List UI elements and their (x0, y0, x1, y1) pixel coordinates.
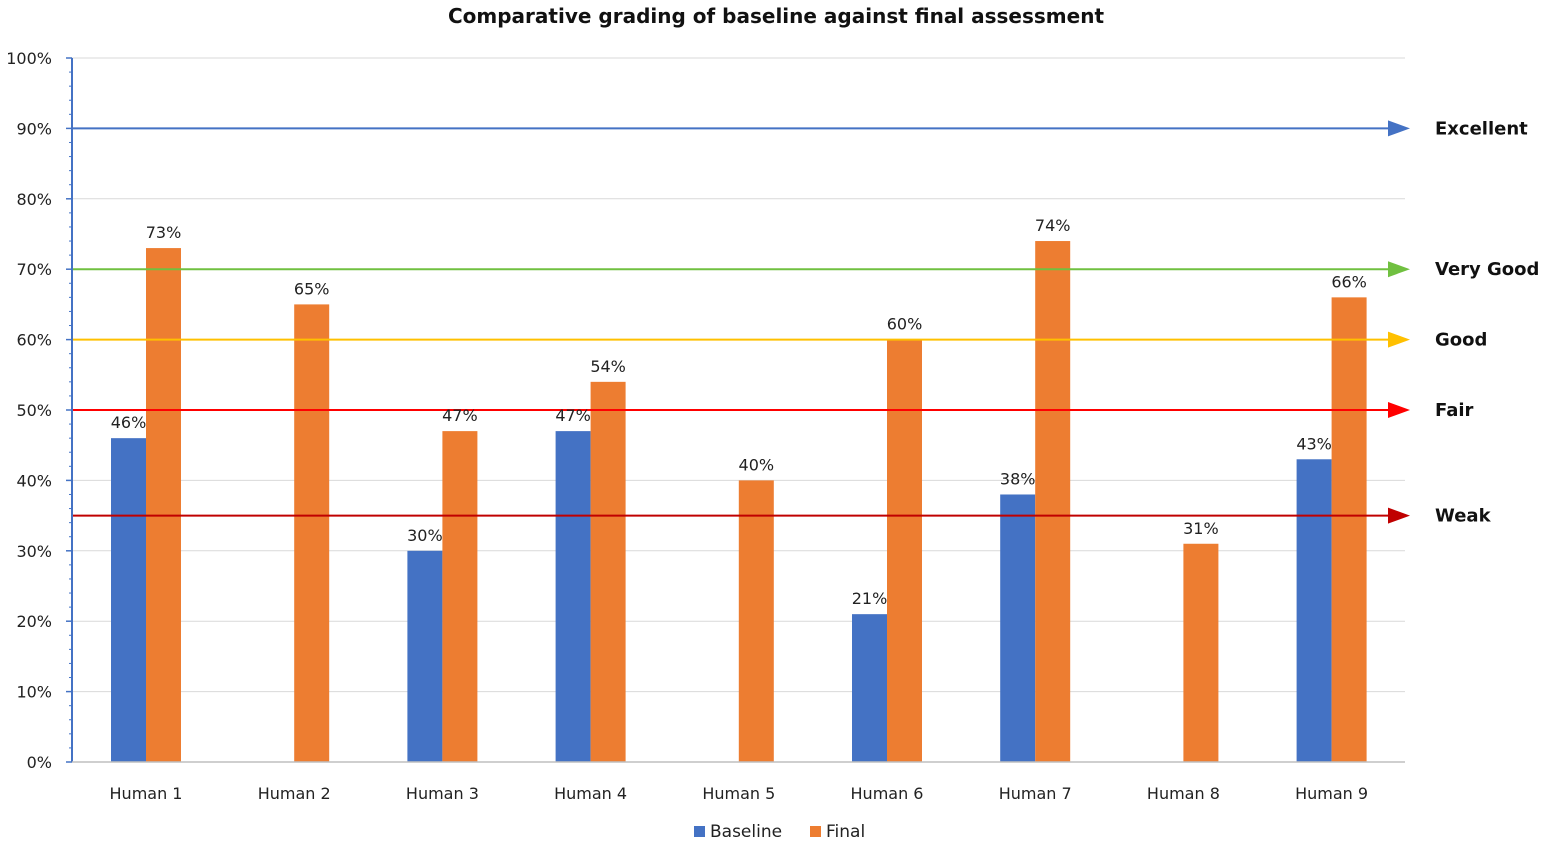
y-tick-label: 50% (16, 401, 52, 420)
data-label-final: 66% (1331, 272, 1367, 291)
x-tick-label: Human 1 (110, 784, 183, 803)
bar-final (1331, 297, 1367, 762)
arrow-head-icon (1388, 331, 1410, 348)
x-tick-label: Human 9 (1295, 784, 1368, 803)
threshold-label: Weak (1435, 506, 1492, 527)
bar-baseline (555, 431, 591, 762)
data-label-baseline: 43% (1296, 434, 1332, 453)
data-label-baseline: 47% (555, 406, 591, 425)
bar-baseline (1000, 494, 1036, 762)
x-tick-label: Human 8 (1147, 784, 1220, 803)
data-label-final: 54% (590, 357, 626, 376)
data-label-baseline: 46% (111, 413, 147, 432)
y-tick-label: 80% (16, 190, 52, 209)
x-tick-label: Human 4 (554, 784, 627, 803)
legend-label-baseline: Baseline (710, 822, 782, 842)
threshold-label: Excellent (1435, 118, 1528, 139)
data-label-baseline: 30% (407, 526, 443, 545)
chart-title: Comparative grading of baseline against … (448, 4, 1104, 28)
data-label-final: 40% (739, 455, 775, 474)
data-label-final: 65% (294, 279, 330, 298)
x-tick-label: Human 3 (406, 784, 479, 803)
threshold-lines: Excellent Very Good Good Fair Weak (72, 118, 1539, 527)
y-tick-label: 0% (27, 753, 52, 772)
bar-baseline (407, 550, 443, 762)
x-tick-label: Human 7 (999, 784, 1072, 803)
bars (111, 241, 1367, 763)
arrow-head-icon (1388, 507, 1410, 524)
y-tick-label: 60% (16, 331, 52, 350)
x-tick-label: Human 6 (851, 784, 924, 803)
legend-label-final: Final (826, 822, 865, 842)
x-tick-label: Human 2 (258, 784, 331, 803)
x-tick-label: Human 5 (702, 784, 775, 803)
y-tick-label: 10% (16, 683, 52, 702)
y-tick-label: 20% (16, 612, 52, 631)
y-tick-label: 70% (16, 260, 52, 279)
bar-baseline (1296, 459, 1332, 762)
y-tick-label: 100% (6, 49, 52, 68)
bar-final (738, 480, 774, 762)
data-label-final: 74% (1035, 216, 1071, 235)
arrow-head-icon (1388, 120, 1410, 137)
bar-final (146, 248, 181, 762)
bar-baseline (111, 438, 146, 762)
arrow-head-icon (1388, 402, 1410, 418)
arrow-head-icon (1388, 261, 1410, 278)
bar-final (590, 381, 626, 762)
y-tick-label: 90% (16, 119, 52, 138)
bar-baseline (852, 614, 887, 762)
legend-swatch-final (810, 826, 821, 837)
threshold-label: Very Good (1435, 259, 1539, 280)
legend-swatch-baseline (694, 826, 705, 837)
bar-final (1183, 543, 1219, 762)
y-tick-label: 40% (16, 471, 52, 490)
data-label-final: 73% (146, 223, 182, 242)
y-tick-label: 30% (16, 542, 52, 561)
data-labels: 46% 73% 65% 30% 47% 47% 54% 40% 21% 60% 38% 74% 31% 4… (111, 216, 1367, 608)
legend: Baseline Final (694, 822, 865, 842)
data-label-final: 31% (1183, 519, 1219, 538)
threshold-label: Fair (1435, 400, 1474, 421)
bar-final (1035, 241, 1071, 763)
axes: 0% 10% 20% 30% 40% 50% 60% 70% 80% 90% 100% Human 1… (6, 49, 1405, 803)
bar-final (294, 304, 330, 762)
bar-final (442, 431, 478, 762)
data-label-baseline: 21% (852, 589, 888, 608)
data-label-final: 60% (887, 315, 923, 334)
threshold-label: Good (1435, 330, 1487, 351)
bar-final (887, 339, 922, 762)
data-label-baseline: 38% (1000, 469, 1036, 488)
data-label-final: 47% (442, 406, 478, 425)
